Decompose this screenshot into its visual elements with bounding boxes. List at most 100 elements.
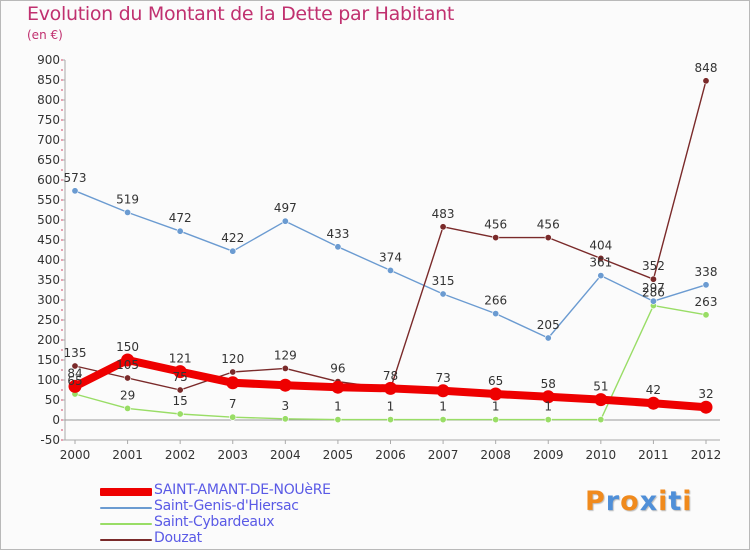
- data-label: 84: [67, 366, 82, 380]
- data-point: [281, 415, 289, 423]
- data-point: [71, 362, 79, 370]
- data-label: 205: [537, 318, 560, 332]
- data-label: 483: [432, 207, 455, 221]
- data-label: 315: [432, 274, 455, 288]
- data-point: [229, 413, 237, 421]
- data-label: 1: [334, 400, 342, 414]
- data-label: 404: [589, 238, 612, 252]
- legend-item: SAINT-AMANT-DE-NOUèRE: [100, 482, 420, 500]
- y-tick-label: 800: [37, 93, 60, 107]
- data-point: [699, 400, 713, 414]
- y-tick-label: 250: [37, 313, 60, 327]
- logo-letter: t: [668, 486, 683, 517]
- logo-letter: P: [585, 486, 606, 517]
- data-label: 361: [589, 256, 612, 270]
- data-label: 65: [67, 374, 82, 388]
- data-label: 433: [326, 227, 349, 241]
- legend: SAINT-AMANT-DE-NOUèRE Saint-Genis-d'Hier…: [100, 482, 420, 548]
- data-label: 32: [698, 387, 713, 401]
- x-tick-label: 2006: [375, 448, 406, 462]
- x-tick-label: 2008: [480, 448, 511, 462]
- y-tick-label: -50: [40, 433, 60, 447]
- data-label: 1: [387, 400, 395, 414]
- data-label: 497: [274, 201, 297, 215]
- legend-swatch: [100, 488, 152, 496]
- x-tick-label: 2011: [638, 448, 669, 462]
- data-label: 15: [173, 394, 188, 408]
- y-tick-label: 350: [37, 273, 60, 287]
- data-point: [544, 416, 552, 424]
- logo-letter: i: [658, 486, 669, 517]
- logo-letter: o: [620, 486, 640, 517]
- legend-swatch: [100, 507, 152, 509]
- data-label: 848: [695, 61, 718, 75]
- data-point: [702, 311, 710, 319]
- data-point: [492, 310, 500, 318]
- data-point: [492, 234, 500, 242]
- data-point: [439, 290, 447, 298]
- legend-item: Saint-Genis-d'Hiersac: [100, 498, 420, 516]
- y-tick-label: 850: [37, 73, 60, 87]
- data-point: [176, 227, 184, 235]
- data-label: 42: [646, 383, 661, 397]
- legend-label: SAINT-AMANT-DE-NOUèRE: [154, 482, 331, 498]
- data-label: 3: [282, 399, 290, 413]
- data-point: [226, 376, 240, 390]
- y-tick-label: 200: [37, 333, 60, 347]
- x-tick-label: 2010: [586, 448, 617, 462]
- legend-item: Saint-Cybardeaux: [100, 514, 420, 532]
- line-chart: -50 0 50 100 150 200 250 300 350 400 450 500 550 600 6…: [37, 53, 721, 462]
- data-point: [71, 187, 79, 195]
- data-point: [649, 275, 657, 283]
- data-point: [334, 416, 342, 424]
- data-point: [541, 390, 555, 404]
- y-tick-label: 400: [37, 253, 60, 267]
- data-label: 129: [274, 348, 297, 362]
- data-point: [173, 365, 187, 379]
- x-tick-label: 2002: [165, 448, 196, 462]
- x-tick-label: 2007: [428, 448, 459, 462]
- data-point: [702, 281, 710, 289]
- y-tick-label: 50: [45, 393, 60, 407]
- data-point: [121, 353, 135, 367]
- y-tick-label: 150: [37, 353, 60, 367]
- data-point: [439, 416, 447, 424]
- data-point: [229, 368, 237, 376]
- y-tick-label: 700: [37, 133, 60, 147]
- data-point: [124, 374, 132, 382]
- y-tick-label: 550: [37, 193, 60, 207]
- data-label: 120: [221, 352, 244, 366]
- data-label: 352: [642, 259, 665, 273]
- logo-letter: r: [605, 486, 621, 517]
- y-tick-label: 300: [37, 293, 60, 307]
- data-point: [439, 223, 447, 231]
- data-label: 58: [541, 377, 556, 391]
- data-label: 73: [435, 371, 450, 385]
- data-label: 29: [120, 388, 135, 402]
- legend-item: Douzat: [100, 530, 420, 548]
- data-point: [544, 234, 552, 242]
- data-point: [594, 393, 608, 407]
- legend-swatch: [100, 539, 152, 541]
- proxiti-logo: Proxiti: [585, 486, 693, 517]
- x-tick-label: 2000: [60, 448, 91, 462]
- data-label: 263: [695, 295, 718, 309]
- data-label: 456: [537, 218, 560, 232]
- data-label: 1: [544, 400, 552, 414]
- data-point: [386, 266, 394, 274]
- data-label: 286: [642, 286, 665, 300]
- legend-label: Douzat: [154, 530, 202, 546]
- y-tick-label: 650: [37, 153, 60, 167]
- data-point: [649, 297, 657, 305]
- data-point: [229, 247, 237, 255]
- data-point: [597, 416, 605, 424]
- data-label: 422: [221, 231, 244, 245]
- data-label: 96: [330, 362, 345, 376]
- logo-letter: i: [682, 486, 693, 517]
- data-point: [176, 386, 184, 394]
- data-point: [281, 217, 289, 225]
- chart-unit-label: (en €): [27, 28, 63, 42]
- data-point: [124, 404, 132, 412]
- legend-label: Saint-Cybardeaux: [154, 514, 275, 530]
